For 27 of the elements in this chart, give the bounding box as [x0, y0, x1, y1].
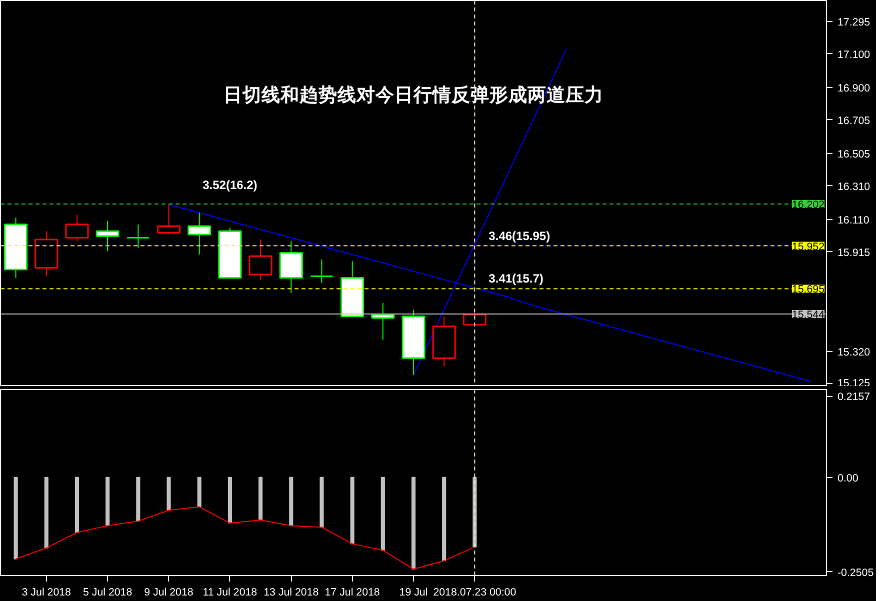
- y-tick-label: -0.2505: [838, 566, 874, 579]
- x-tick-label: 17 Jul 2018: [324, 586, 380, 598]
- ref-line-label: 16.202: [792, 199, 825, 212]
- ref-line-label: 15.952: [792, 240, 825, 253]
- x-tick-label: 2018.07.23 00:00: [433, 586, 516, 598]
- x-tick-label: 5 Jul 2018: [82, 586, 132, 598]
- y-tick-label: 15.320: [838, 346, 870, 358]
- x-tick-label: 13 Jul 2018: [264, 586, 319, 598]
- y-tick-label: 16.705: [838, 114, 870, 127]
- x-tick-label: 3 Jul 2018: [22, 586, 72, 598]
- annotation: 3.41(15.7): [488, 272, 544, 286]
- y-tick-label: 0.00: [838, 472, 858, 484]
- y-tick-label: 16.110: [838, 214, 870, 226]
- y-tick-label: 16.900: [838, 82, 870, 94]
- annotation: 3.52(16.2): [202, 178, 258, 192]
- y-tick-label: 15.915: [838, 246, 870, 259]
- x-tick-label: 19 Jul: [399, 586, 428, 598]
- ref-line-label: 15.544: [792, 308, 825, 321]
- y-tick-label: 16.310: [838, 180, 870, 193]
- ref-line-label: 15.695: [792, 284, 825, 296]
- y-tick-label: 17.100: [838, 48, 870, 61]
- x-tick-label: 9 Jul 2018: [144, 586, 194, 598]
- y-tick-label: 17.295: [838, 16, 870, 28]
- y-tick-label: 0.2157: [838, 391, 870, 404]
- y-tick-label: 16.505: [838, 148, 870, 160]
- annotation: 3.46(15.95): [488, 228, 550, 243]
- x-tick-label: 11 Jul 2018: [202, 586, 258, 598]
